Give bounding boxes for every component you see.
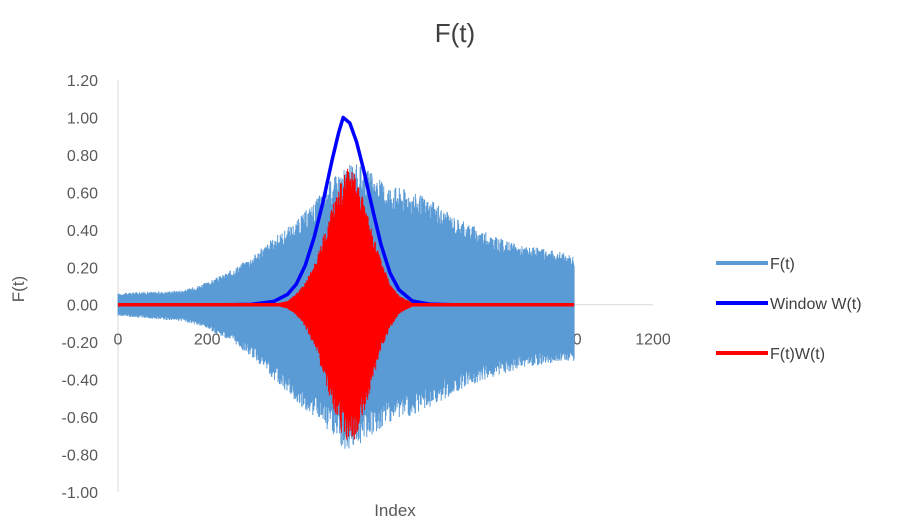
chart-title: F(t) [435,18,475,48]
legend-item-1: Window W(t) [716,296,862,313]
y-tick-label: 0.60 [67,185,98,202]
y-tick-label: 1.20 [67,73,98,90]
legend-item-2: F(t)W(t) [716,346,825,363]
y-tick-label: -0.60 [62,410,99,427]
y-tick-label: -0.20 [62,335,99,352]
y-tick-label: -1.00 [62,485,99,502]
y-tick-label: -0.80 [62,448,99,465]
x-tick-label: 0 [114,332,123,349]
legend-item-0: F(t) [716,256,795,273]
y-tick-label: 1.00 [67,110,98,127]
y-tick-label: -0.40 [62,373,99,390]
series-line [118,115,575,307]
y-tick-label: 0.00 [67,298,98,315]
y-tick-label: 0.40 [67,223,98,240]
x-tick-label: 200 [194,332,221,349]
x-axis-title: Index [374,501,416,520]
x-tick-label: 1200 [635,332,671,349]
series-1 [118,115,575,307]
legend-label: F(t)W(t) [770,346,825,363]
y-tick-label: 0.20 [67,260,98,277]
legend: F(t) Window W(t) F(t)W(t) [716,256,862,363]
y-tick-label: 0.80 [67,148,98,165]
y-axis-title: F(t) [9,276,28,302]
plot-area: 1.20 1.00 0.80 0.60 0.40 0.20 0.00 -0.20 -0.40 -0… [62,73,671,502]
legend-label: Window W(t) [770,296,862,313]
legend-label: F(t) [770,256,795,273]
